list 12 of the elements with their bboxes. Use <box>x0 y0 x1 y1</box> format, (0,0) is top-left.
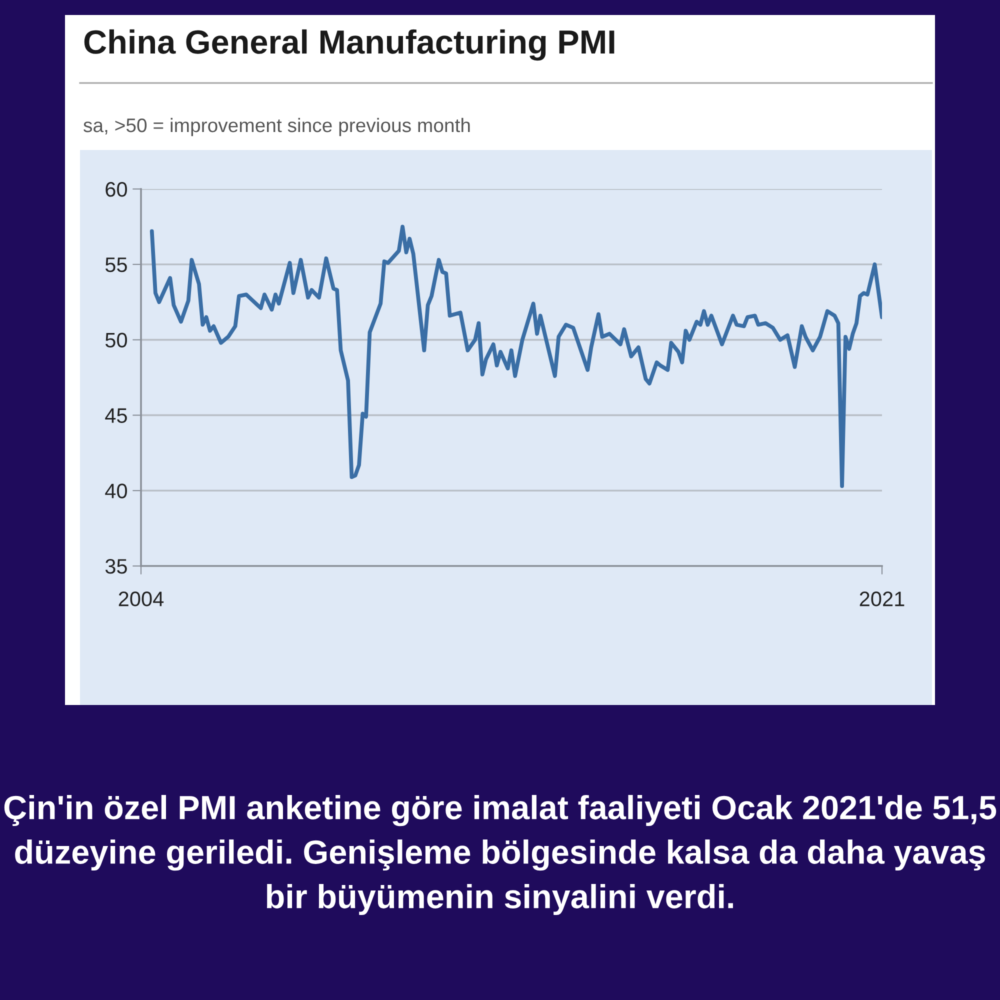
text: Çin'in özel PMI anketine göre imalat faaliyeti Ocak 2021'de 51,5 düzeyine geriledi. Genişleme bölgesinde kalsa da daha yavaş bir büyümenin sinyalini verdi. <box>4 794 996 916</box>
y-tick-label: 50 <box>105 332 127 348</box>
y-tick-label: 45 <box>105 408 127 423</box>
y-tick-label: 55 <box>105 258 127 272</box>
x-tick-label: 2021 <box>860 592 904 606</box>
chart-subtitle: sa, >50 = improvement since previous month <box>84 118 470 136</box>
chart-title: China General Manufacturing PMI <box>84 29 614 61</box>
x-tick-label: 2004 <box>118 592 164 606</box>
y-tick-label: 60 <box>106 182 127 197</box>
y-tick-label: 35 <box>105 559 127 574</box>
line-series <box>150 224 882 488</box>
y-tick-label: 40 <box>105 484 127 498</box>
